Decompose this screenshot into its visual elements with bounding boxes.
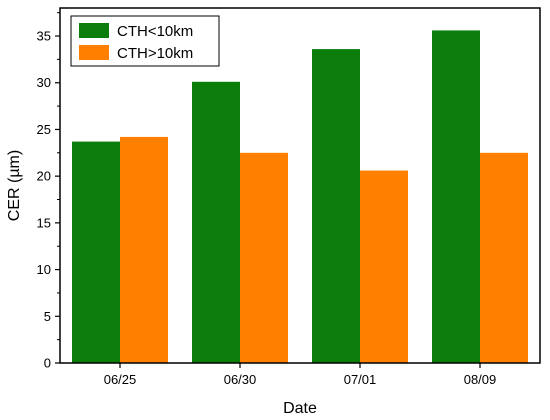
bar-cth-gt-10km-06-25 (120, 136, 168, 363)
ticks-layer: 0 5 10 15 20 25 30 35 06/25 06/30 07/01 08/09 (37, 12, 497, 387)
x-axis-title: Date (283, 400, 317, 417)
legend: CTH<10km CTH>10km (70, 15, 220, 67)
y-tick-label: 5 (44, 309, 51, 324)
y-tick-label: 35 (37, 29, 51, 44)
y-tick-label: 0 (44, 356, 51, 371)
bar-cth-gt-10km-07-01 (360, 170, 408, 363)
legend-label-cth-gt-10km: CTH>10km (117, 45, 193, 62)
bar-cth-gt-10km-08-09 (480, 152, 528, 363)
bar-cth-lt-10km-06-30 (192, 81, 240, 363)
y-tick-label: 10 (37, 262, 51, 277)
bars-layer (72, 30, 528, 364)
legend-swatch-cth-gt-10km (79, 45, 109, 60)
legend-swatch-cth-lt-10km (79, 23, 109, 38)
bar-cth-lt-10km-06-25 (72, 141, 120, 363)
y-tick-label: 15 (37, 215, 51, 230)
y-tick-label: 30 (37, 75, 51, 90)
bar-cth-lt-10km-08-09 (432, 30, 480, 364)
y-axis-title: CER (µm) (6, 150, 23, 221)
x-tick-label: 08/09 (464, 372, 497, 387)
y-tick-label: 25 (37, 122, 51, 137)
x-tick-label: 06/30 (224, 372, 257, 387)
x-tick-label: 07/01 (344, 372, 377, 387)
x-tick-label: 06/25 (104, 372, 137, 387)
y-tick-label: 20 (37, 169, 51, 184)
legend-label-cth-lt-10km: CTH<10km (117, 23, 193, 40)
bar-cth-lt-10km-07-01 (312, 49, 360, 364)
bar-cth-gt-10km-06-30 (240, 152, 288, 363)
plot-frame (59, 7, 541, 364)
